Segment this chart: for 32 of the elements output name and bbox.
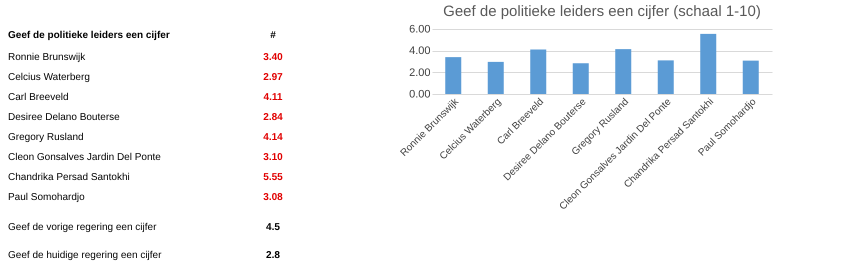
category-label: Celcius Waterberg bbox=[8, 72, 90, 83]
bar bbox=[700, 34, 716, 94]
category-label: Desiree Delano Bouterse bbox=[8, 112, 120, 123]
y-tick-label: 2.00 bbox=[409, 66, 430, 79]
category-label: Paul Somohardjo bbox=[8, 192, 86, 203]
data-label: 3.08 bbox=[263, 192, 284, 203]
bar bbox=[615, 49, 632, 94]
bar bbox=[488, 62, 504, 94]
category-label: Ronnie Brunswijk bbox=[8, 52, 86, 63]
data-label: 3.40 bbox=[263, 52, 284, 63]
y-tick-label: 0.00 bbox=[409, 88, 430, 100]
bar bbox=[742, 60, 759, 94]
text: Geef de politieke leiders een cijfer bbox=[8, 30, 170, 41]
data-label: 4.11 bbox=[264, 92, 283, 103]
y-tick-label: 6.00 bbox=[409, 24, 430, 36]
bar bbox=[530, 49, 546, 94]
data-label: 5.55 bbox=[263, 172, 284, 183]
text: 2.8 bbox=[266, 250, 280, 261]
bar bbox=[445, 57, 462, 94]
data-label: 2.97 bbox=[263, 72, 284, 83]
text: Geef de huidige regering een cijfer bbox=[8, 250, 162, 261]
text: # bbox=[270, 30, 276, 41]
bar bbox=[658, 60, 674, 94]
text: 4.5 bbox=[266, 222, 280, 233]
bar bbox=[572, 63, 589, 94]
text: Geef de vorige regering een cijfer bbox=[8, 222, 158, 233]
category-label: Chandrika Persad Santokhi bbox=[8, 172, 130, 183]
data-label: 3.10 bbox=[263, 152, 284, 163]
chart-title: Geef de politieke leiders een cijfer (schaal 1-10) bbox=[443, 3, 761, 20]
y-tick-label: 4.00 bbox=[409, 45, 430, 58]
data-label: 4.14 bbox=[263, 132, 284, 143]
data-label: 2.84 bbox=[263, 112, 284, 123]
